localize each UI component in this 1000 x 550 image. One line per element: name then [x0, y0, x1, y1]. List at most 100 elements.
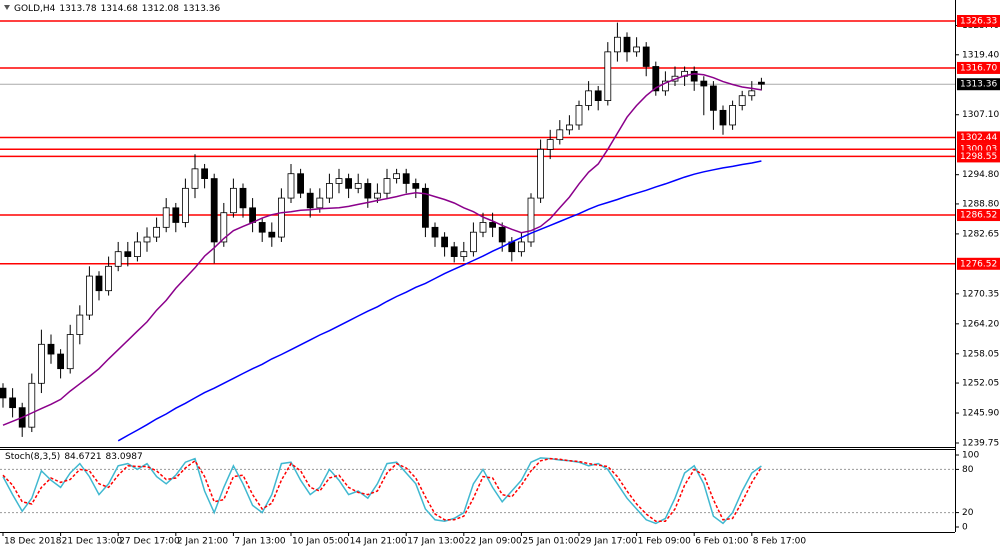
candle-body — [297, 173, 305, 194]
candle-body — [325, 183, 333, 199]
header-open: 1313.78 — [59, 4, 96, 14]
candle-body — [258, 222, 266, 233]
candle-body — [0, 387, 7, 399]
candle-body — [604, 51, 612, 102]
y-tick-label: 1258.05 — [962, 349, 999, 359]
x-tick-label: 1 Feb 09:00 — [638, 537, 692, 547]
x-tick-label: 6 Feb 01:00 — [695, 537, 749, 547]
candle-body — [450, 246, 458, 257]
candle-body — [9, 397, 17, 409]
candle-body — [181, 187, 189, 223]
candle-body — [642, 46, 650, 67]
candle-body — [220, 212, 228, 243]
header-close: 1313.36 — [183, 4, 220, 14]
candle-body — [527, 197, 535, 243]
indicator-title: Stoch(8,3,5) — [5, 452, 60, 462]
y-tick-label: 1252.05 — [962, 379, 999, 389]
level-label-box — [957, 61, 1000, 74]
indicator-signal-value: 83.0987 — [106, 452, 143, 462]
candle-body — [239, 187, 247, 209]
x-tick-label: 7 Jan 13:00 — [234, 537, 286, 547]
candle-body — [47, 343, 55, 355]
x-tick-label: 10 Jan 05:00 — [292, 537, 349, 547]
candle-body — [114, 251, 122, 267]
candle-body — [95, 275, 103, 292]
candle-body — [556, 129, 564, 140]
y-tick-label: 1239.75 — [962, 439, 999, 449]
y-tick-label: 1282.65 — [962, 229, 999, 239]
x-tick-label: 17 Jan 13:00 — [407, 537, 464, 547]
candle-body — [153, 226, 161, 238]
level-label-box — [957, 150, 1000, 163]
level-label: 1286.52 — [960, 211, 997, 221]
x-tick-label: 27 Dec 17:00 — [119, 537, 180, 547]
candle-body — [498, 226, 506, 243]
current-price-box — [957, 78, 1000, 91]
candle-body — [460, 251, 468, 257]
candle-body — [124, 251, 132, 257]
x-tick-label: 14 Jan 21:00 — [350, 537, 407, 547]
candle-body — [143, 236, 151, 243]
candle-body — [710, 85, 717, 111]
header-low: 1312.08 — [142, 4, 179, 14]
y-tick-label: 1288.80 — [962, 199, 999, 209]
x-tick-label: 2 Jan 21:00 — [177, 537, 229, 547]
candle-body — [441, 236, 449, 248]
level-label-box — [957, 209, 1000, 222]
candle-body — [719, 109, 727, 126]
candle-body — [585, 90, 592, 106]
indicator-line — [2, 457, 762, 525]
candle-body — [421, 187, 429, 228]
x-tick-label: 25 Jan 01:00 — [522, 537, 579, 547]
x-tick-label: 8 Feb 17:00 — [753, 537, 807, 547]
symbol-title: GOLD,H4 — [14, 4, 56, 14]
candle-body — [172, 207, 180, 223]
candle-body — [373, 192, 381, 199]
candle-body — [402, 173, 410, 184]
current-price-label: 1313.36 — [960, 80, 997, 90]
candle-body — [28, 382, 36, 428]
candle-body — [662, 80, 669, 92]
candle-body — [594, 90, 602, 102]
x-tick-label: 29 Jan 17:00 — [580, 537, 637, 547]
candle-body — [133, 241, 141, 257]
indicator-line — [2, 457, 763, 522]
candle-body — [633, 46, 640, 53]
candle-body — [210, 178, 218, 243]
y-tick-label: 100 — [962, 451, 979, 461]
candle-body — [162, 207, 170, 228]
level-label: 1276.52 — [960, 259, 997, 269]
candle-body — [623, 36, 631, 53]
candle-body — [518, 241, 525, 253]
x-tick-label: 18 Dec 2018 — [4, 537, 62, 547]
candle-body — [652, 66, 660, 92]
candle-body — [57, 353, 64, 370]
candle-body — [383, 178, 391, 194]
level-label: 1302.44 — [960, 133, 997, 143]
y-tick-label: 1307.10 — [962, 110, 999, 120]
candle-body — [537, 148, 544, 199]
level-label: 1316.70 — [960, 63, 997, 73]
indicator-header: Stoch(8,3,5) 84.6721 83.0987 — [5, 452, 143, 462]
indicator-line — [117, 160, 762, 442]
level-label-box — [957, 15, 1000, 28]
candle-body — [229, 187, 237, 214]
x-tick-label: 21 Dec 13:00 — [62, 537, 123, 547]
candle-body — [345, 178, 353, 189]
candle-body — [700, 80, 708, 87]
candle-body — [201, 168, 209, 179]
candle-body — [690, 70, 698, 82]
y-tick-label: 1319.40 — [962, 50, 999, 60]
candle-body — [575, 105, 583, 126]
y-tick-label: 1270.35 — [962, 289, 999, 299]
candle-body — [66, 334, 74, 370]
candle-body — [412, 183, 420, 189]
candle-body — [566, 124, 573, 131]
candle-body — [729, 105, 736, 126]
y-tick-label: 1245.90 — [962, 409, 999, 419]
candle-body — [38, 343, 45, 384]
candle-body — [479, 222, 487, 233]
header-high: 1314.68 — [101, 4, 138, 14]
y-tick-label: 1264.20 — [962, 319, 999, 329]
